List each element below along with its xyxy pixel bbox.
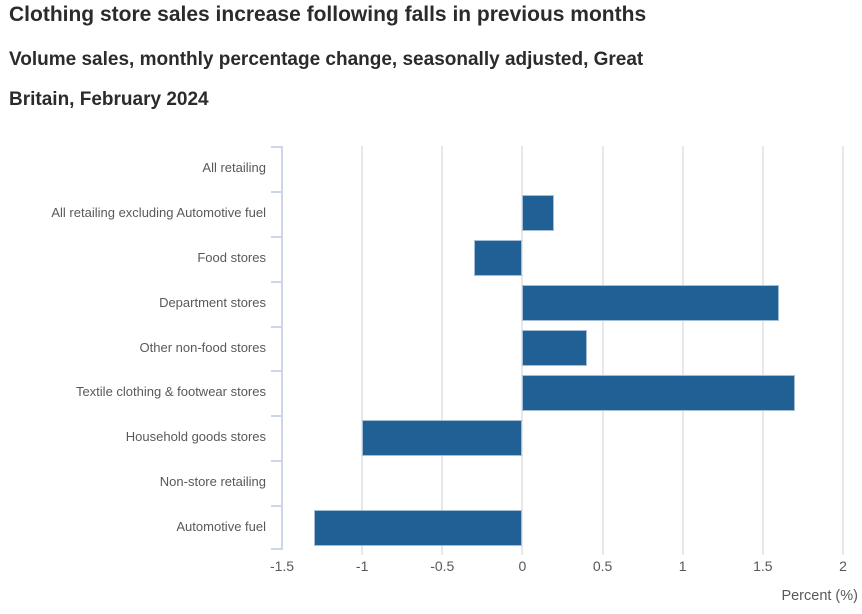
- x-axis-tick-label: 2: [839, 558, 847, 574]
- bar: [314, 509, 523, 546]
- gridline: [441, 146, 444, 555]
- y-axis-tick: [271, 505, 281, 507]
- gridline: [761, 146, 764, 555]
- bar: [474, 240, 523, 277]
- y-axis-label: All retailing: [202, 160, 266, 175]
- bar: [522, 285, 779, 322]
- x-axis-tick-label: 0: [518, 558, 527, 574]
- y-axis-tick: [271, 191, 281, 193]
- gridline: [842, 146, 844, 555]
- y-axis-label: Other non-food stores: [139, 339, 266, 355]
- bar: [522, 195, 555, 232]
- gridline: [601, 146, 604, 555]
- y-axis-tick: [271, 548, 281, 550]
- y-axis-label: Department stores: [159, 294, 266, 310]
- bar: [522, 330, 587, 366]
- x-axis-tick-labels: -1.5 -1 -0.5 0 0.5 1 1.5 2: [270, 558, 847, 578]
- bar: [522, 374, 795, 411]
- y-axis-label: Textile clothing & footwear stores: [75, 384, 266, 400]
- y-axis-tick: [271, 326, 281, 328]
- y-axis-tick: [271, 415, 281, 417]
- y-axis-labels: All retailing All retailing excluding Aut…: [0, 146, 266, 550]
- y-axis-tick: [271, 146, 281, 148]
- y-axis-tick: [271, 460, 281, 462]
- chart-title: Clothing store sales increase following …: [9, 3, 647, 26]
- plot-area: [271, 146, 844, 555]
- y-axis-tick: [271, 236, 281, 238]
- y-axis-label: Non-store retailing: [159, 474, 266, 490]
- x-axis-tick-label: 0.5: [592, 558, 613, 574]
- y-axis-tick: [271, 370, 281, 372]
- x-axis-tick-label: -0.5: [430, 558, 455, 574]
- bar: [362, 419, 523, 456]
- y-axis-label: Food stores: [197, 249, 266, 265]
- y-axis-tick: [271, 281, 281, 283]
- x-axis-tick-label: -1: [355, 558, 369, 574]
- gridline: [681, 146, 684, 555]
- gridline: [361, 146, 364, 555]
- x-axis-tick-label: 1.5: [753, 558, 773, 574]
- x-axis-tick-label: -1.5: [269, 558, 295, 574]
- x-axis-title: Percent (%): [781, 588, 858, 604]
- chart-subtitle: Volume sales, monthly percentage change,…: [9, 49, 644, 110]
- y-axis-label: All retailing excluding Automotive fuel: [51, 204, 266, 220]
- y-axis-label: Household goods stores: [125, 429, 266, 445]
- y-axis-line: [281, 146, 283, 550]
- y-axis-label: Automotive fuel: [176, 519, 266, 535]
- x-axis-tick-label: 1: [678, 558, 687, 574]
